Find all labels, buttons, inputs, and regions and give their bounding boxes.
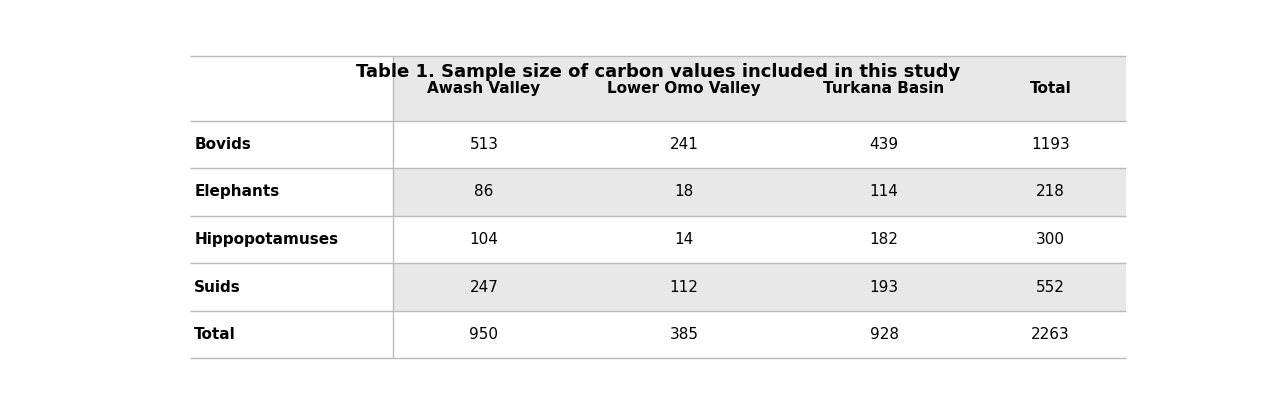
Text: 928: 928 <box>869 327 899 342</box>
Bar <box>794 56 975 121</box>
Text: 439: 439 <box>869 137 899 152</box>
Bar <box>575 56 794 121</box>
Text: 552: 552 <box>1036 279 1064 294</box>
Text: Total: Total <box>194 327 236 342</box>
Text: Hippopotamuses: Hippopotamuses <box>194 232 339 247</box>
Text: 114: 114 <box>869 184 899 199</box>
Text: 300: 300 <box>1036 232 1064 247</box>
Bar <box>794 263 975 311</box>
Text: 241: 241 <box>669 137 698 152</box>
Text: 112: 112 <box>669 279 698 294</box>
Text: Lower Omo Valley: Lower Omo Valley <box>607 81 761 96</box>
Text: 513: 513 <box>470 137 498 152</box>
Text: 14: 14 <box>674 232 693 247</box>
Bar <box>575 168 794 216</box>
Bar <box>393 311 575 358</box>
Bar <box>975 168 1126 216</box>
Bar <box>575 311 794 358</box>
Text: 182: 182 <box>869 232 899 247</box>
Text: 247: 247 <box>470 279 498 294</box>
Text: Table 1. Sample size of carbon values included in this study: Table 1. Sample size of carbon values in… <box>356 63 960 81</box>
Bar <box>794 311 975 358</box>
Text: Turkana Basin: Turkana Basin <box>823 81 945 96</box>
Text: 86: 86 <box>474 184 493 199</box>
Text: 218: 218 <box>1036 184 1064 199</box>
Bar <box>794 121 975 168</box>
Bar <box>575 263 794 311</box>
Text: Awash Valley: Awash Valley <box>428 81 541 96</box>
Bar <box>393 168 575 216</box>
Bar <box>975 311 1126 358</box>
Text: 1193: 1193 <box>1031 137 1070 152</box>
Text: Bovids: Bovids <box>194 137 252 152</box>
Bar <box>794 216 975 263</box>
Text: 104: 104 <box>470 232 498 247</box>
Bar <box>575 216 794 263</box>
Bar <box>575 121 794 168</box>
Bar <box>393 121 575 168</box>
Text: Elephants: Elephants <box>194 184 280 199</box>
Bar <box>794 168 975 216</box>
Text: 2263: 2263 <box>1031 327 1070 342</box>
Bar <box>393 56 575 121</box>
Text: Suids: Suids <box>194 279 241 294</box>
Bar <box>393 263 575 311</box>
Bar <box>975 56 1126 121</box>
Text: Total: Total <box>1030 81 1071 96</box>
Bar <box>975 263 1126 311</box>
Text: 193: 193 <box>869 279 899 294</box>
Bar <box>393 216 575 263</box>
Text: 950: 950 <box>470 327 498 342</box>
Text: 18: 18 <box>674 184 693 199</box>
Bar <box>975 216 1126 263</box>
Text: 385: 385 <box>669 327 698 342</box>
Bar <box>975 121 1126 168</box>
